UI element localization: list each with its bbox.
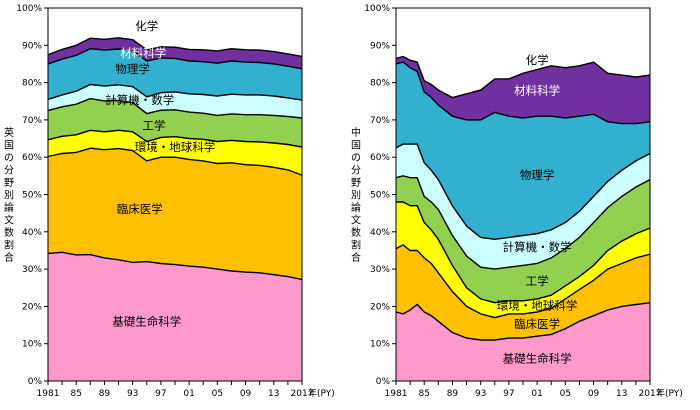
x-tick-label: 85 <box>418 389 429 399</box>
boundary-line-0 <box>47 251 303 281</box>
boundary-line-0 <box>395 302 651 341</box>
y-tick-label: 20% <box>22 302 42 312</box>
y-tick-label: 50% <box>22 191 42 201</box>
band-label: 工学 <box>142 119 165 133</box>
band-label: 環境・地球科学 <box>497 298 578 312</box>
x-tick-label: 2017 <box>639 389 662 399</box>
area-7 <box>48 8 302 57</box>
y-tick-label: 60% <box>22 153 42 163</box>
area-1 <box>48 148 302 280</box>
band-label: 材料科学 <box>514 84 560 98</box>
x-axis-unit: 年(PY) <box>656 387 683 399</box>
band-label: 化学 <box>526 53 549 67</box>
x-tick-label: 09 <box>588 389 600 399</box>
y-tick-label: 100% <box>16 4 42 14</box>
y-tick-label: 40% <box>370 228 390 238</box>
band-label: 臨床医学 <box>117 202 163 216</box>
band-label: 計算機・数学 <box>503 240 572 254</box>
boundary-line-6 <box>47 37 303 58</box>
y-tick-label: 50% <box>370 191 390 201</box>
y-tick-label: 20% <box>370 302 390 312</box>
x-tick-label: 09 <box>240 389 252 399</box>
y-axis-title: 中国の分野別論文数割合 <box>351 126 361 264</box>
boundary-line-6 <box>395 55 651 99</box>
band-label: 基礎生命科学 <box>503 352 572 366</box>
x-axis-unit: 年(PY) <box>308 387 335 399</box>
x-tick-label: 13 <box>268 389 279 399</box>
y-tick-label: 90% <box>370 41 390 51</box>
x-tick-label: 01 <box>183 389 194 399</box>
y-tick-label: 40% <box>22 228 42 238</box>
band-label: 臨床医学 <box>514 317 560 331</box>
boundary-line-2 <box>396 201 651 304</box>
uk-chart: 0% 10% 20% 30% 40% 50% 60% 70% 80% 90% 100% 1981 85 8… <box>4 4 335 399</box>
x-tick-label: 85 <box>70 389 81 399</box>
y-tick-label: 80% <box>22 79 42 89</box>
band-label: 材料科学 <box>120 46 166 60</box>
band-label: 物理学 <box>520 168 555 182</box>
china-chart: 0% 10% 20% 30% 40% 50% 60% 70% 80% 90% 100% 1981 85 8… <box>351 4 683 399</box>
boundary-line-1 <box>395 244 651 319</box>
area-1 <box>396 244 650 340</box>
area-0 <box>396 302 650 381</box>
y-tick-label: 30% <box>370 265 390 275</box>
x-tick-label: 93 <box>475 389 486 399</box>
area-0 <box>48 252 302 381</box>
y-tick-label: 100% <box>364 4 390 14</box>
y-tick-label: 10% <box>22 340 42 350</box>
boundary-line-1 <box>47 147 303 176</box>
boundary-line-3 <box>395 175 651 270</box>
x-tick-label: 97 <box>503 389 514 399</box>
area-2 <box>396 202 650 318</box>
x-tick-label: 97 <box>155 389 166 399</box>
area-7 <box>396 8 650 98</box>
x-tick-label: 01 <box>531 389 542 399</box>
y-tick-label: 0% <box>28 377 43 387</box>
band-label: 環境・地球科学 <box>135 140 216 154</box>
boundary-line-2 <box>47 129 303 148</box>
band-label: 化学 <box>135 19 158 33</box>
x-tick-label: 2017 <box>291 389 314 399</box>
y-tick-label: 90% <box>22 41 42 51</box>
y-tick-label: 60% <box>370 153 390 163</box>
area-6 <box>396 56 650 124</box>
x-tick-label: 13 <box>616 389 627 399</box>
y-tick-label: 30% <box>22 265 42 275</box>
band-label: 基礎生命科学 <box>112 314 181 328</box>
area-4 <box>396 144 650 270</box>
y-tick-label: 70% <box>370 116 390 126</box>
x-tick-label: 89 <box>447 389 459 399</box>
area-3 <box>48 98 302 148</box>
area-4 <box>48 84 302 118</box>
x-tick-label: 1981 <box>385 389 408 399</box>
area-5 <box>396 62 650 240</box>
x-tick-label: 1981 <box>37 389 60 399</box>
y-tick-label: 80% <box>370 79 390 89</box>
band-label: 工学 <box>526 274 549 288</box>
y-tick-label: 0% <box>376 377 391 387</box>
boundary-line-5 <box>47 47 303 70</box>
boundary-line-3 <box>47 97 303 119</box>
x-tick-label: 89 <box>99 389 111 399</box>
y-axis-title: 英国の分野別論文数割合 <box>4 126 14 264</box>
x-tick-label: 05 <box>560 389 571 399</box>
boundary-line-5 <box>395 61 651 125</box>
band-label: 計算機・数学 <box>105 93 174 107</box>
boundary-line-4 <box>47 83 303 101</box>
boundary-line-4 <box>395 143 651 241</box>
x-tick-label: 05 <box>212 389 223 399</box>
y-tick-label: 70% <box>22 116 42 126</box>
band-label: 物理学 <box>115 62 150 76</box>
x-tick-label: 93 <box>127 389 138 399</box>
y-tick-label: 10% <box>370 340 390 350</box>
